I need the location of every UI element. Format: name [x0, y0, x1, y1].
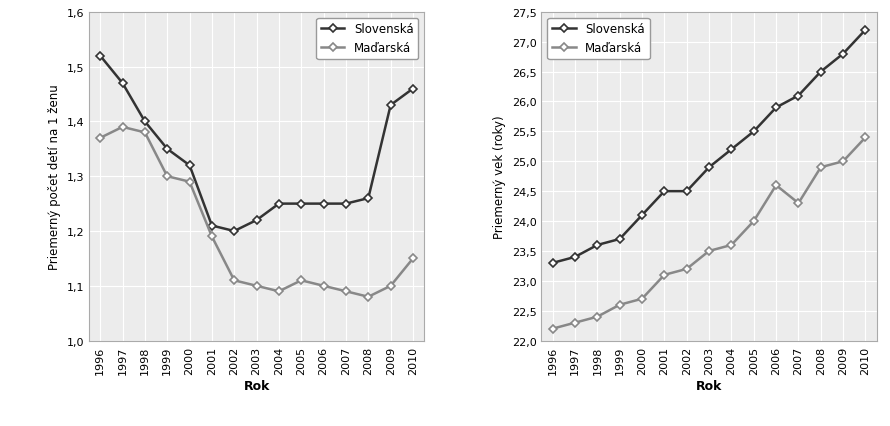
Maďarská: [206, 234, 217, 239]
Maďarská: [636, 296, 647, 302]
Slovenská: [162, 147, 173, 152]
Slovenská: [296, 201, 307, 207]
X-axis label: Rok: Rok: [243, 380, 270, 392]
Legend: Slovenská, Maďarská: Slovenská, Maďarská: [316, 19, 418, 60]
X-axis label: Rok: Rok: [696, 380, 723, 392]
Slovenská: [748, 130, 759, 135]
Line: Slovenská: Slovenská: [97, 53, 417, 235]
Maďarská: [95, 136, 106, 141]
Legend: Slovenská, Maďarská: Slovenská, Maďarská: [547, 19, 650, 60]
Maďarská: [363, 294, 374, 299]
Maďarská: [162, 174, 173, 179]
Slovenská: [793, 94, 804, 99]
Maďarská: [140, 130, 150, 135]
Slovenská: [363, 196, 374, 201]
Maďarská: [570, 320, 580, 325]
Slovenská: [95, 54, 106, 59]
Slovenská: [184, 163, 195, 168]
Slovenská: [273, 201, 284, 207]
Slovenská: [547, 261, 558, 266]
Slovenská: [682, 189, 692, 194]
Line: Maďarská: Maďarská: [97, 124, 417, 300]
Maďarská: [547, 326, 558, 331]
Slovenská: [385, 103, 396, 108]
Slovenská: [771, 106, 781, 111]
Slovenská: [206, 223, 217, 228]
Maďarská: [385, 284, 396, 289]
Y-axis label: Priemerný vek (roky): Priemerný vek (roky): [493, 115, 506, 239]
Maďarská: [408, 256, 418, 261]
Maďarská: [592, 314, 603, 320]
Slovenská: [117, 81, 128, 86]
Slovenská: [815, 70, 826, 75]
Maďarská: [184, 180, 195, 185]
Slovenská: [659, 189, 669, 194]
Maďarská: [614, 302, 625, 308]
Slovenská: [726, 147, 737, 153]
Slovenská: [251, 218, 262, 223]
Line: Slovenská: Slovenská: [549, 28, 869, 266]
Slovenská: [140, 120, 150, 125]
Maďarská: [860, 135, 870, 141]
Maďarská: [837, 159, 848, 164]
Maďarská: [771, 183, 781, 188]
Maďarská: [229, 278, 239, 283]
Maďarská: [793, 201, 804, 206]
Slovenská: [592, 243, 603, 248]
Y-axis label: Priemerný počet detí na 1 ženu: Priemerný počet detí na 1 ženu: [48, 84, 61, 270]
Slovenská: [860, 28, 870, 33]
Maďarská: [273, 289, 284, 294]
Slovenská: [837, 52, 848, 57]
Maďarská: [682, 267, 692, 272]
Slovenská: [614, 237, 625, 242]
Maďarská: [704, 249, 715, 254]
Maďarská: [815, 165, 826, 170]
Maďarská: [726, 243, 737, 248]
Slovenská: [229, 229, 239, 234]
Maďarská: [296, 278, 307, 283]
Maďarská: [251, 284, 262, 289]
Maďarská: [319, 284, 329, 289]
Slovenská: [319, 201, 329, 207]
Slovenská: [570, 255, 580, 260]
Maďarská: [659, 273, 669, 278]
Slovenská: [341, 201, 352, 207]
Maďarská: [748, 219, 759, 224]
Slovenská: [704, 165, 715, 170]
Maďarská: [341, 289, 352, 294]
Slovenská: [408, 87, 418, 92]
Line: Maďarská: Maďarská: [549, 135, 869, 332]
Slovenská: [636, 213, 647, 218]
Maďarská: [117, 125, 128, 130]
